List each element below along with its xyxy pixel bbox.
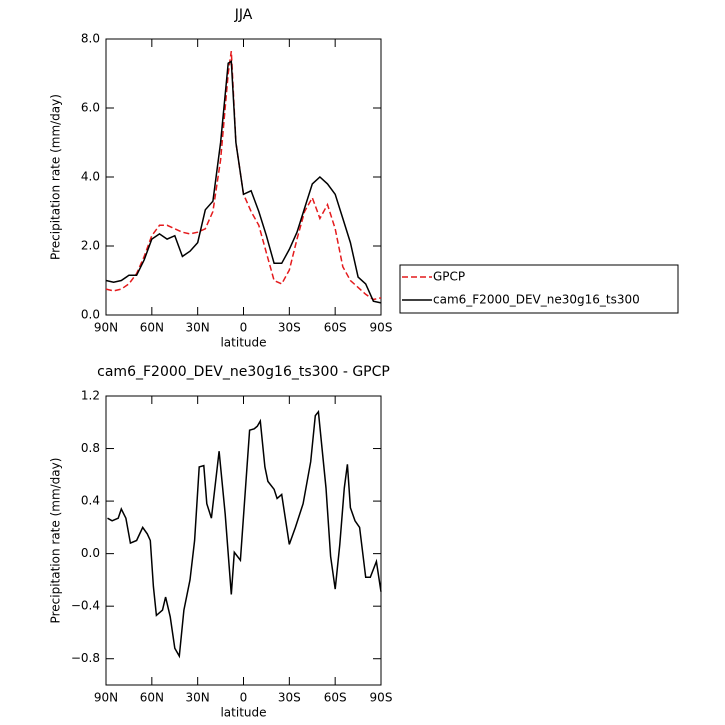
- x-tick-label: 0: [240, 321, 248, 335]
- x-tick-label: 90S: [370, 321, 393, 335]
- x-tick-label: 30N: [186, 321, 210, 335]
- y-tick-label: −0.8: [71, 651, 100, 665]
- x-axis-label: latitude: [220, 706, 266, 720]
- y-tick-label: 0.8: [81, 441, 100, 455]
- x-tick-label: 90N: [94, 691, 118, 705]
- legend-box: [399, 264, 679, 314]
- plot-frame: [105, 38, 382, 316]
- legend-label: GPCP: [433, 270, 465, 284]
- y-tick-label: 2.0: [81, 239, 100, 253]
- plot: cam6_F2000_DEV_ne30g16_ts300 - GPCP latit…: [49, 364, 393, 720]
- x-tick-label: 60S: [324, 691, 347, 705]
- x-tick-label: 60N: [140, 691, 164, 705]
- x-tick-label: 90S: [370, 691, 393, 705]
- y-tick-label: 4.0: [81, 170, 100, 184]
- y-tick-label: 8.0: [81, 32, 100, 46]
- legend-label: cam6_F2000_DEV_ne30g16_ts300: [433, 293, 640, 307]
- y-tick-label: 0.0: [81, 308, 100, 322]
- y-tick-label: 6.0: [81, 101, 100, 115]
- y-tick-label: 0.4: [81, 494, 100, 508]
- y-axis-label: Precipitation rate (mm/day): [49, 458, 63, 624]
- x-tick-label: 0: [240, 691, 248, 705]
- data-line: [105, 60, 382, 304]
- y-tick-label: 1.2: [81, 389, 100, 403]
- y-tick-label: 0.0: [81, 546, 100, 560]
- chart-title: cam6_F2000_DEV_ne30g16_ts300 - GPCP: [97, 364, 390, 380]
- x-tick-label: 60S: [324, 321, 347, 335]
- chart-title: JJA: [234, 7, 253, 23]
- plot-frame: [105, 395, 382, 686]
- x-tick-label: 30S: [278, 321, 301, 335]
- x-axis-label: latitude: [220, 336, 266, 350]
- x-tick-label: 30S: [278, 691, 301, 705]
- x-tick-label: 30N: [186, 691, 210, 705]
- legend: GPCP cam6_F2000_DEV_ne30g16_ts300: [399, 264, 679, 314]
- data-line: [107, 409, 382, 659]
- data-line: [105, 50, 382, 301]
- x-tick-label: 60N: [140, 321, 164, 335]
- y-axis-label: Precipitation rate (mm/day): [49, 94, 63, 260]
- plot: JJA latitude Precipitation rate (mm/day) 0.…: [49, 7, 393, 350]
- x-tick-label: 90N: [94, 321, 118, 335]
- y-tick-label: −0.4: [71, 599, 100, 613]
